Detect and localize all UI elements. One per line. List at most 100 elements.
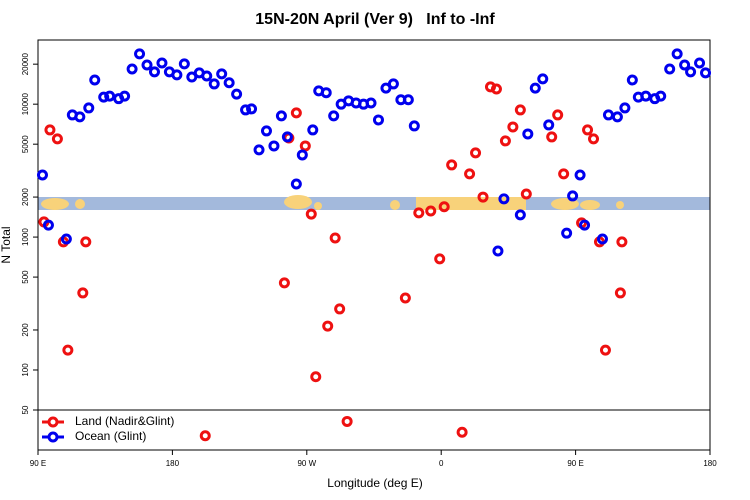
point — [299, 140, 311, 152]
point — [281, 131, 293, 143]
y-tick-label: 2000 — [21, 188, 30, 206]
point — [322, 320, 334, 332]
point — [296, 149, 308, 161]
point — [616, 236, 628, 248]
point — [77, 287, 89, 299]
point — [199, 430, 211, 442]
point — [148, 66, 160, 78]
point — [334, 303, 346, 315]
x-tick-label: 180 — [166, 459, 180, 468]
point — [275, 110, 287, 122]
point — [290, 107, 302, 119]
point — [543, 119, 555, 131]
point — [640, 90, 652, 102]
point — [611, 111, 623, 123]
point — [89, 74, 101, 86]
x-tick-label: 180 — [703, 459, 717, 468]
point — [119, 90, 131, 102]
point — [402, 94, 414, 106]
point — [588, 133, 600, 145]
point — [514, 104, 526, 116]
point — [328, 110, 340, 122]
y-tick-label: 5000 — [21, 135, 30, 153]
legend-label: Land (Nadir&Glint) — [75, 414, 174, 428]
point — [477, 191, 489, 203]
point — [98, 91, 110, 103]
point — [619, 102, 631, 114]
point — [365, 97, 377, 109]
point — [671, 48, 683, 60]
point — [514, 209, 526, 221]
point — [664, 63, 676, 75]
y-tick-label: 200 — [21, 323, 30, 337]
point — [522, 128, 534, 140]
x-axis-label: Longitude (deg E) — [327, 476, 422, 490]
legend-marker — [47, 416, 59, 428]
point — [36, 169, 48, 181]
point — [307, 124, 319, 136]
point — [216, 68, 228, 80]
point — [694, 57, 706, 69]
point — [438, 201, 450, 213]
point — [278, 277, 290, 289]
point — [329, 232, 341, 244]
point — [387, 78, 399, 90]
point — [60, 233, 72, 245]
point — [599, 344, 611, 356]
x-tick-label: 0 — [439, 459, 444, 468]
point — [470, 147, 482, 159]
point — [42, 219, 54, 231]
point — [546, 131, 558, 143]
point — [372, 114, 384, 126]
point — [408, 120, 420, 132]
point — [626, 74, 638, 86]
y-tick-label: 50 — [21, 405, 30, 414]
point — [425, 205, 437, 217]
background-band — [38, 195, 710, 210]
y-tick-label: 500 — [21, 270, 30, 284]
point — [655, 90, 667, 102]
point — [446, 159, 458, 171]
point — [520, 188, 532, 200]
point — [499, 135, 511, 147]
point — [201, 70, 213, 82]
point — [552, 109, 564, 121]
point — [240, 104, 252, 116]
point — [679, 59, 691, 71]
point — [685, 66, 697, 78]
point — [602, 109, 614, 121]
point — [80, 236, 92, 248]
y-tick-label: 10000 — [21, 93, 30, 116]
legend-marker — [47, 431, 59, 443]
point — [320, 87, 332, 99]
legend-label: Ocean (Glint) — [75, 429, 146, 443]
x-tick-label: 90 W — [297, 459, 316, 468]
point — [253, 144, 265, 156]
point — [558, 168, 570, 180]
point — [574, 169, 586, 181]
point — [561, 227, 573, 239]
point — [51, 133, 63, 145]
point — [492, 245, 504, 257]
point — [62, 344, 74, 356]
point — [582, 124, 594, 136]
point — [260, 125, 272, 137]
point — [126, 63, 138, 75]
point — [290, 178, 302, 190]
point — [134, 48, 146, 60]
y-tick-label: 20000 — [21, 52, 30, 75]
point — [341, 415, 353, 427]
point — [74, 111, 86, 123]
point — [456, 426, 468, 438]
point — [208, 78, 220, 90]
point — [434, 253, 446, 265]
plot-frame — [37, 39, 711, 451]
y-axis-label: N Total — [0, 226, 13, 263]
point — [231, 88, 243, 100]
point — [579, 219, 591, 231]
point — [156, 57, 168, 69]
point — [596, 233, 608, 245]
point — [413, 207, 425, 219]
point — [305, 208, 317, 220]
point — [529, 82, 541, 94]
